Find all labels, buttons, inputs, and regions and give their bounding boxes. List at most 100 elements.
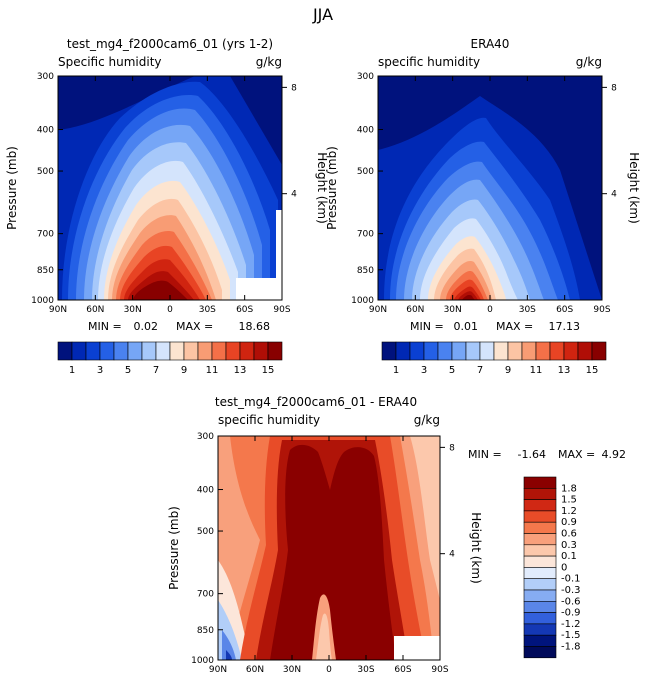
axis-rlabel: Height (km) [315,152,329,223]
x-tick-label: 30N [283,665,301,675]
panel-variable: specific humidity [218,413,320,427]
max-label: MAX = [558,448,595,461]
y-tick-label: 700 [197,590,214,600]
x-tick-label: 30S [357,665,374,675]
contour-field [218,436,440,660]
x-tick-label: 30N [444,305,462,315]
max-value: 4.92 [602,448,627,461]
colorbar-swatch [523,646,557,659]
axis-ylabel: Pressure (mb) [5,146,19,230]
colorbar-swatch [169,341,185,361]
panel-difference: test_mg4_f2000cam6_01 - ERA40 specific h… [167,395,626,675]
x-tick-label: 90S [593,305,610,315]
x-tick-label: 60S [394,665,411,675]
colorbar-swatch [523,567,557,580]
colorbar-swatch [395,341,411,361]
colorbar-swatch [155,341,171,361]
y-tick-label: 500 [37,167,54,177]
x-tick-label: 90N [209,665,227,675]
colorbar-swatch [113,341,129,361]
x-tick-label: 60S [236,305,253,315]
height-tick-label: 8 [291,83,297,93]
colorbar-label: 13 [234,365,247,376]
panel-title: test_mg4_f2000cam6_01 - ERA40 [215,395,417,409]
axis-ylabel: Pressure (mb) [325,146,339,230]
colorbar-swatch [523,544,557,557]
axis-rlabel: Height (km) [469,512,483,583]
colorbar-label: 3 [421,365,427,376]
panel-title: ERA40 [471,37,510,51]
colorbar-label: 7 [153,365,159,376]
panel-variable: Specific humidity [58,55,162,69]
colorbar-label: 15 [586,365,599,376]
colorbar-swatch [549,341,565,361]
max-value: 18.68 [239,320,271,333]
y-tick-label: 850 [357,266,374,276]
panel-variable: specific humidity [378,55,480,69]
y-tick-label: 300 [357,72,374,82]
colorbar-swatch [523,510,557,523]
colorbar-label: 13 [558,365,571,376]
colorbar-swatch [85,341,101,361]
contour-field [58,76,282,300]
panel-era40: ERA40 specific humidity g/kg Pressure (m… [325,37,641,376]
height-tick-label: 4 [449,550,455,560]
colorbar: 1 3 5 7 9 11 13 15 [381,341,607,376]
colorbar-swatch [451,341,467,361]
colorbar-swatch [523,487,557,500]
min-label: MIN = [410,320,444,333]
panel-model: test_mg4_f2000cam6_01 (yrs 1-2) Specific… [5,37,329,376]
colorbar-label: 1.8 [561,483,577,494]
colorbar-swatch [127,341,143,361]
colorbar-swatch [523,600,557,613]
colorbar-swatch [183,341,199,361]
colorbar-swatch [523,476,557,489]
y-tick-label: 1000 [31,296,54,306]
colorbar-swatch [523,555,557,568]
colorbar-label: 5 [449,365,455,376]
x-tick-label: 30N [124,305,142,315]
min-label: MIN = [88,320,122,333]
colorbar-swatch [381,341,397,361]
x-tick-label: 60N [86,305,104,315]
height-tick-label: 4 [291,190,297,200]
axis-ylabel: Pressure (mb) [167,506,181,590]
colorbar: 1 3 5 7 9 11 13 15 [57,341,283,376]
colorbar-label: 1.2 [561,506,577,517]
max-label: MAX = [496,320,533,333]
colorbar-swatch [225,341,241,361]
axes: 90N 60N 30N 0 30S 60S 90S 300 400 500 700 850 1000 8 4 [31,72,297,315]
colorbar: 1.81.51.20.90.60.30.10-0.1-0.3-0.6-0.9-1… [523,476,581,659]
colorbar-swatch [563,341,579,361]
colorbar-swatch [141,341,157,361]
colorbar-label: 0.1 [561,551,577,562]
panel-units: g/kg [256,55,282,69]
height-tick-label: 8 [449,443,455,453]
colorbar-label: 5 [125,365,131,376]
y-tick-label: 400 [357,126,374,136]
colorbar-label: -1.2 [561,619,581,630]
min-value: 0.01 [454,320,479,333]
colorbar-swatch [239,341,255,361]
axes: 90N 60N 30N 0 30S 60S 90S 300 400 500 700 850 1000 8 4 [191,432,455,675]
colorbar-label: 11 [530,365,543,376]
colorbar-label: 0 [561,562,567,573]
colorbar-label: 0.3 [561,540,577,551]
y-tick-label: 500 [197,527,214,537]
min-value: 0.02 [134,320,159,333]
colorbar-label: -0.1 [561,574,581,585]
colorbar-swatch [523,589,557,602]
min-label: MIN = [468,448,502,461]
y-tick-label: 500 [357,167,374,177]
y-tick-label: 850 [37,266,54,276]
colorbar-swatch [197,341,213,361]
colorbar-swatch [523,634,557,647]
page-title: JJA [312,5,333,24]
y-tick-label: 400 [197,486,214,496]
height-tick-label: 4 [611,190,617,200]
colorbar-swatch [523,521,557,534]
colorbar-label: -0.9 [561,608,581,619]
y-tick-label: 700 [37,230,54,240]
colorbar-swatch [523,499,557,512]
